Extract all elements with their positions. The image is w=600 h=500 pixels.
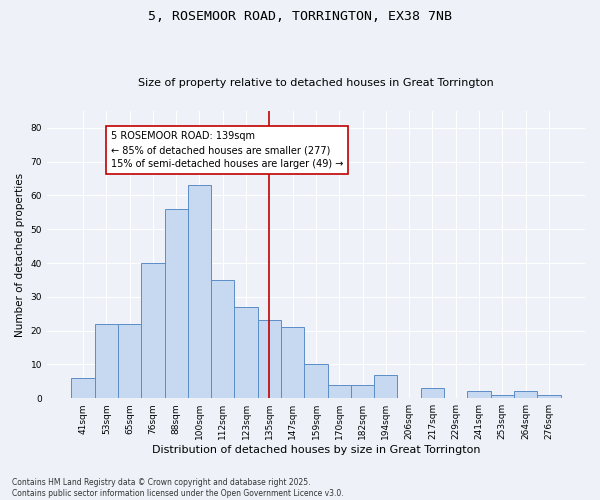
X-axis label: Distribution of detached houses by size in Great Torrington: Distribution of detached houses by size … bbox=[152, 445, 480, 455]
Text: 5 ROSEMOOR ROAD: 139sqm
← 85% of detached houses are smaller (277)
15% of semi-d: 5 ROSEMOOR ROAD: 139sqm ← 85% of detache… bbox=[111, 132, 343, 170]
Bar bbox=[537, 395, 560, 398]
Bar bbox=[235, 307, 258, 398]
Bar bbox=[211, 280, 235, 398]
Bar bbox=[467, 392, 491, 398]
Bar bbox=[328, 384, 351, 398]
Bar bbox=[421, 388, 444, 398]
Bar bbox=[374, 374, 397, 398]
Bar bbox=[351, 384, 374, 398]
Bar bbox=[141, 263, 164, 398]
Bar bbox=[281, 328, 304, 398]
Bar bbox=[514, 392, 537, 398]
Y-axis label: Number of detached properties: Number of detached properties bbox=[15, 172, 25, 336]
Title: Size of property relative to detached houses in Great Torrington: Size of property relative to detached ho… bbox=[138, 78, 494, 88]
Bar bbox=[188, 186, 211, 398]
Bar bbox=[95, 324, 118, 398]
Bar bbox=[258, 320, 281, 398]
Text: Contains HM Land Registry data © Crown copyright and database right 2025.
Contai: Contains HM Land Registry data © Crown c… bbox=[12, 478, 344, 498]
Bar bbox=[304, 364, 328, 398]
Bar bbox=[164, 209, 188, 398]
Bar bbox=[71, 378, 95, 398]
Text: 5, ROSEMOOR ROAD, TORRINGTON, EX38 7NB: 5, ROSEMOOR ROAD, TORRINGTON, EX38 7NB bbox=[148, 10, 452, 23]
Bar bbox=[491, 395, 514, 398]
Bar bbox=[118, 324, 141, 398]
